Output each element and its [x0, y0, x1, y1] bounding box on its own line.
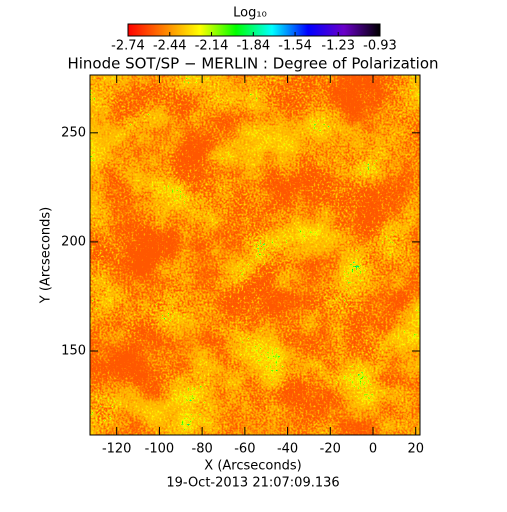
x-tick-label: -100 [145, 442, 175, 457]
plot-frame [89, 74, 421, 436]
chart-title: Hinode SOT/SP − MERLIN : Degree of Polar… [67, 55, 438, 73]
x-tick-label: -60 [234, 442, 255, 457]
y-tick-label: 250 [61, 125, 86, 140]
colorbar-tick-label: -0.93 [363, 39, 397, 54]
colorbar-label: Log₁₀ [233, 6, 267, 21]
x-tick-label: -120 [102, 442, 132, 457]
x-tick-label: -40 [277, 442, 298, 457]
colorbar-tick-label: -2.74 [111, 39, 145, 54]
colorbar-tick-label: -1.54 [278, 39, 312, 54]
colorbar-tick-label: -2.14 [195, 39, 229, 54]
y-tick-label: 150 [61, 344, 86, 359]
colorbar [127, 23, 381, 37]
x-tick-label: 20 [407, 442, 424, 457]
polarization-image [90, 75, 420, 435]
footer: 19-Oct-2013 21:07:09.136 [166, 476, 339, 491]
x-axis-label: X (Arcseconds) [204, 459, 301, 474]
y-tick-label: 200 [61, 234, 86, 249]
x-tick-label: 0 [369, 442, 377, 457]
colorbar-tick-label: -2.44 [153, 39, 187, 54]
colorbar-tick-label: -1.84 [236, 39, 270, 54]
colorbar-tick-label: -1.23 [321, 39, 355, 54]
x-tick-label: -20 [320, 442, 341, 457]
y-axis-label: Y (Arcseconds) [39, 207, 54, 304]
x-tick-label: -80 [192, 442, 213, 457]
